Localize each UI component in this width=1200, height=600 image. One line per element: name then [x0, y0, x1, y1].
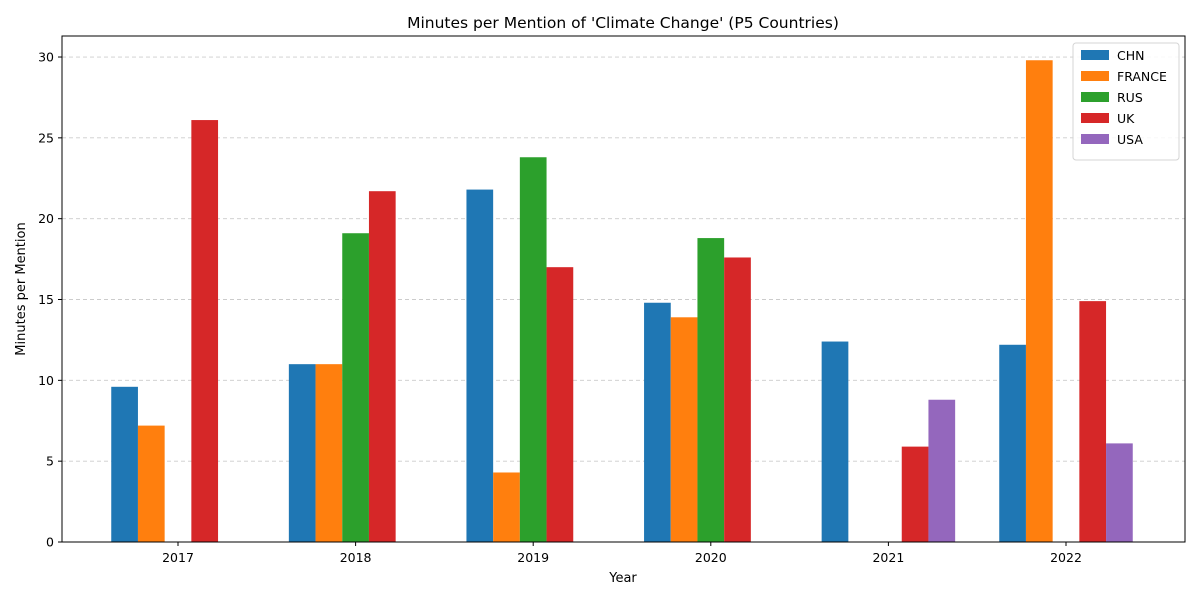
y-tick-label-0: 0	[46, 535, 54, 550]
legend-swatch-france	[1081, 71, 1109, 81]
bars	[111, 60, 1133, 543]
y-axis: 0 5 10 15 20 25 30	[38, 50, 62, 550]
bar-france-2018	[315, 364, 343, 542]
y-axis-title: Minutes per Mention	[14, 222, 29, 355]
chart-title: Minutes per Mention of 'Climate Change' …	[407, 14, 839, 32]
legend-label-uk: UK	[1117, 111, 1135, 126]
bar-uk-2022	[1079, 301, 1107, 542]
x-tick-label-2018: 2018	[340, 550, 372, 565]
bar-france-2019	[493, 472, 520, 542]
x-tick-label-2022: 2022	[1050, 550, 1082, 565]
legend-swatch-rus	[1081, 92, 1109, 102]
bar-chn-2021	[821, 341, 849, 542]
x-tick-label-2017: 2017	[162, 550, 194, 565]
x-tick-label-2021: 2021	[872, 550, 904, 565]
y-tick-label-15: 15	[38, 292, 54, 307]
bar-chn-2018	[288, 364, 316, 542]
bar-rus-2018	[342, 233, 369, 542]
bar-uk-2017	[191, 120, 219, 542]
bar-france-2022	[1025, 60, 1053, 542]
legend-label-usa: USA	[1117, 132, 1143, 147]
y-tick-label-25: 25	[38, 130, 54, 145]
y-tick-label-20: 20	[38, 211, 54, 226]
x-axis-title: Year	[608, 571, 637, 586]
x-axis: 2017 2018 2019 2020 2021 2022	[162, 542, 1082, 565]
legend-label-chn: CHN	[1117, 48, 1144, 63]
bar-rus-2020	[697, 238, 725, 543]
y-tick-label-30: 30	[38, 50, 54, 65]
bar-france-2017	[137, 425, 165, 542]
bar-uk-2020	[724, 257, 751, 542]
bar-uk-2019	[546, 267, 574, 542]
plot-frame	[61, 35, 1186, 543]
legend-label-france: FRANCE	[1117, 69, 1167, 84]
bar-usa-2021	[928, 399, 956, 542]
x-tick-label-2019: 2019	[517, 550, 549, 565]
bar-chn-2017	[111, 386, 138, 542]
bar-rus-2019	[519, 157, 547, 542]
bar-chn-2022	[999, 344, 1026, 542]
bar-usa-2022	[1106, 443, 1133, 542]
y-tick-label-10: 10	[38, 373, 54, 388]
legend: CHN FRANCE RUS UK USA	[1072, 42, 1180, 161]
bar-uk-2021	[901, 446, 929, 542]
x-tick-label-2020: 2020	[695, 550, 727, 565]
legend-swatch-uk	[1081, 113, 1109, 123]
legend-swatch-chn	[1081, 50, 1109, 60]
bar-chn-2020	[644, 302, 671, 542]
bar-chn-2019	[466, 189, 494, 542]
legend-label-rus: RUS	[1117, 90, 1143, 105]
bar-uk-2018	[368, 191, 396, 542]
bar-france-2020	[670, 317, 698, 542]
legend-swatch-usa	[1081, 134, 1109, 144]
y-tick-label-5: 5	[46, 454, 54, 469]
